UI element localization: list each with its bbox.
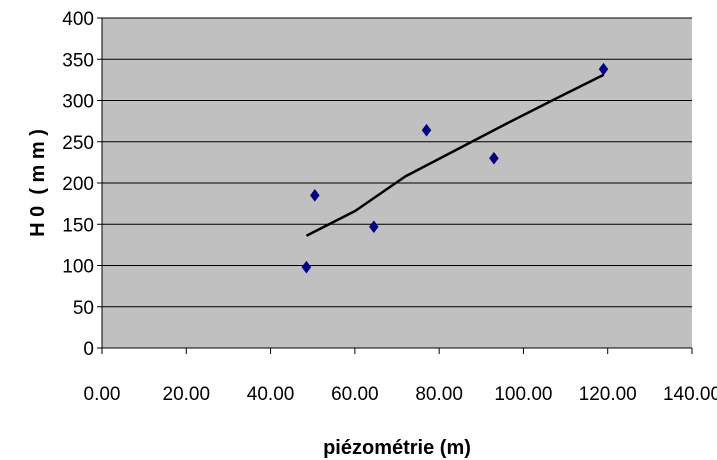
y-tick-label: 150 <box>62 215 94 236</box>
y-tick-label: 350 <box>62 50 94 71</box>
x-tick-label: 100.00 <box>494 384 552 405</box>
x-tick-label: 40.00 <box>247 384 295 405</box>
x-axis-title: piézométrie (m) <box>323 437 471 459</box>
x-tick-labels: 0.00 20.00 40.00 60.00 80.00 100.00 120.00 140.… <box>84 384 717 405</box>
data-point <box>598 62 609 76</box>
axes <box>97 17 693 354</box>
x-tick-label: 60.00 <box>331 384 379 405</box>
x-tick-label: 20.00 <box>163 384 211 405</box>
y-tick-label: 0 <box>83 339 94 360</box>
y-tick-label: 100 <box>62 257 94 278</box>
data-point <box>489 151 499 165</box>
y-tick-labels: 0 50 100 150 200 250 300 350 400 <box>62 9 94 360</box>
data-points <box>301 62 609 274</box>
y-tick-label: 50 <box>73 298 94 319</box>
x-tick-label: 80.00 <box>415 384 463 405</box>
x-tick-label: 120.00 <box>579 384 637 405</box>
x-tick-label: 0.00 <box>84 384 121 405</box>
y-tick-label: 300 <box>62 92 94 113</box>
y-tick-label: 400 <box>62 9 94 30</box>
y-tick-label: 250 <box>62 133 94 154</box>
y-tick-label: 200 <box>62 174 94 195</box>
data-point <box>421 123 432 137</box>
y-axis-title: H 0 ( m m ) <box>27 129 49 237</box>
data-point <box>369 220 379 234</box>
data-point <box>310 188 320 202</box>
x-tick-label: 140.00 <box>663 384 717 405</box>
data-point <box>301 260 312 274</box>
gridlines <box>102 17 692 308</box>
trendline-group <box>305 73 605 237</box>
trendline <box>305 73 605 237</box>
